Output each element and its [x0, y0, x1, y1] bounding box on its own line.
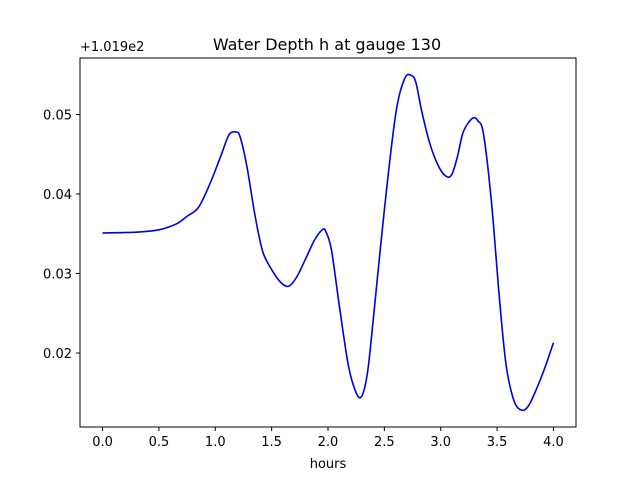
x-axis-label: hours — [310, 457, 347, 472]
y-tick-label: 0.03 — [43, 268, 72, 283]
x-tick-label: 3.0 — [430, 435, 451, 450]
x-tick-label: 1.5 — [261, 435, 282, 450]
y-tick-label: 0.02 — [43, 347, 72, 362]
series-layer — [102, 73, 555, 412]
x-tick-label: 0.5 — [149, 435, 170, 450]
x-tick-label: 3.5 — [487, 435, 508, 450]
y-tick-label: 0.04 — [43, 188, 72, 203]
x-tick-label: 4.0 — [543, 435, 564, 450]
y-tick-label: 0.05 — [43, 108, 72, 123]
y-offset-text: +1.019e2 — [80, 40, 144, 55]
x-tick-label: 0.0 — [92, 435, 113, 450]
plot-area — [79, 57, 577, 428]
y-axis: 0.02 0.03 0.04 0.05 — [43, 108, 80, 362]
chart-title: Water Depth h at gauge 130 — [213, 35, 441, 54]
x-tick-label: 2.0 — [318, 435, 339, 450]
x-axis: 0.0 0.5 1.0 1.5 2.0 2.5 3.0 3.5 4.0 — [92, 427, 564, 450]
x-tick-label: 2.5 — [374, 435, 395, 450]
x-tick-label: 1.0 — [205, 435, 226, 450]
series-line — [102, 73, 555, 412]
